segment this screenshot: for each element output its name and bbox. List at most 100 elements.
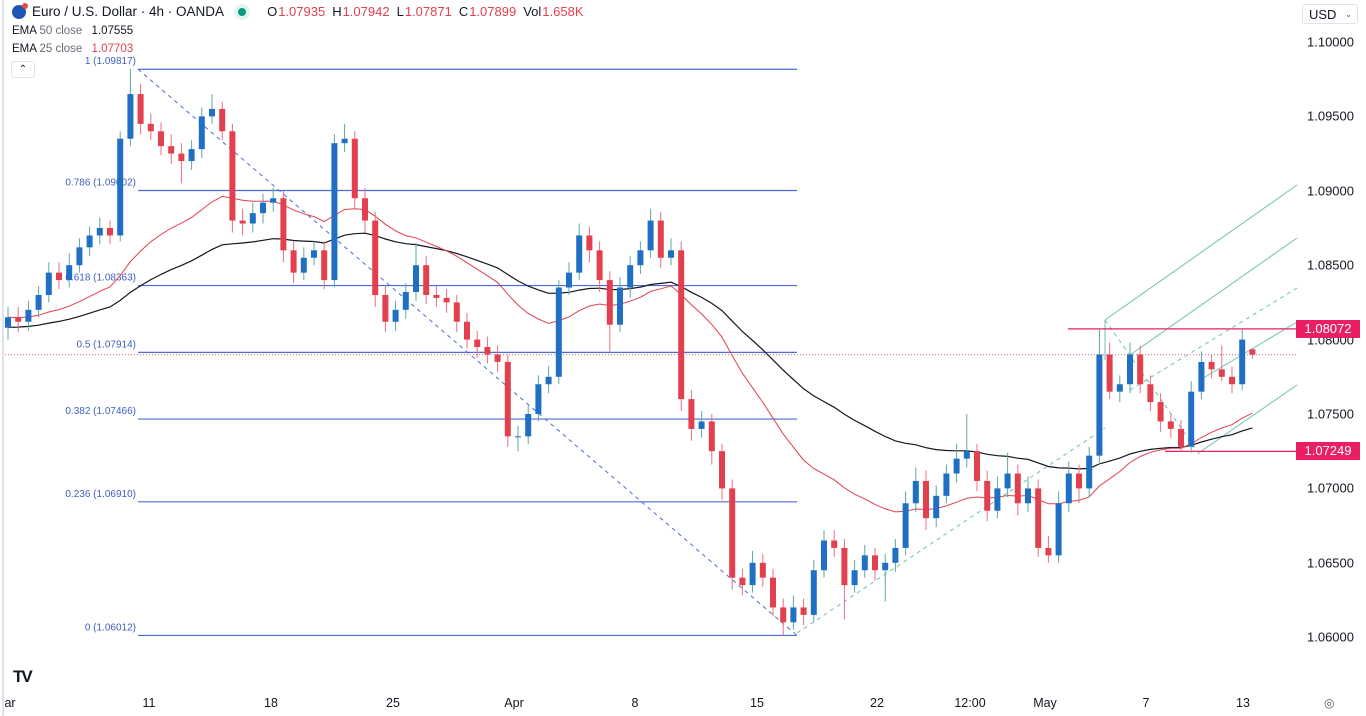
candle-body (362, 198, 368, 221)
candle-body (321, 250, 328, 281)
candle-body (1086, 455, 1093, 489)
candle-body (576, 235, 583, 273)
price-tick-label: 1.06000 (1307, 629, 1354, 645)
candle-body (147, 123, 154, 132)
price-tick-label: 1.06500 (1307, 555, 1354, 571)
candle-body (678, 250, 685, 400)
price-tick-label: 1.08500 (1307, 257, 1354, 273)
time-label: ar (4, 696, 16, 710)
candle-body (504, 361, 511, 437)
price-tick-label: 1.07000 (1307, 480, 1354, 496)
candle-body (351, 138, 358, 199)
candle-body (586, 235, 593, 251)
candle-body (1076, 473, 1082, 489)
candle-body (107, 228, 113, 236)
time-label: 11 (142, 696, 156, 710)
open-value: 1.07935 (278, 4, 326, 19)
candle-body (841, 547, 848, 586)
time-label: 18 (264, 696, 278, 710)
candle-body (668, 250, 674, 258)
time-label: Apr (504, 696, 524, 710)
candle-body (66, 265, 73, 281)
candle-body (474, 339, 481, 348)
candle-body (372, 220, 379, 295)
candle-body (280, 198, 287, 251)
candle-body (331, 143, 338, 281)
price-tick-label: 1.09500 (1307, 108, 1354, 124)
candle-body (127, 94, 134, 139)
fib-level-label: 0.618 (1.08363) (65, 273, 136, 284)
time-label: May (1033, 696, 1057, 710)
candle-body (209, 108, 215, 117)
high-value: 1.07942 (342, 4, 390, 19)
candle-body (260, 202, 266, 214)
candle-body (617, 287, 623, 325)
time-label: 22 (870, 696, 884, 710)
low-value: 1.07871 (404, 4, 452, 19)
tradingview-logo[interactable]: TV (13, 667, 33, 686)
time-label: 7 (1142, 696, 1150, 710)
candle-body (1127, 354, 1133, 385)
high-label: H (332, 4, 342, 19)
candle-body (1045, 547, 1052, 556)
candle-body (800, 607, 807, 615)
candle-body (770, 577, 776, 608)
open-label: O (267, 4, 278, 19)
candle-body (45, 272, 52, 295)
fib-level-label: 0.236 (1.06910) (65, 489, 136, 500)
ema-25-name: EMA (12, 43, 37, 55)
candle-body (35, 294, 42, 310)
collapse-legend-button[interactable]: ⌃ (11, 61, 35, 78)
symbol-title[interactable]: Euro / U.S. Dollar · 4h · OANDA (32, 4, 225, 19)
pitchfork-inner-upper-line (1129, 237, 1298, 356)
candle-body (974, 451, 980, 481)
ema-25-line (7, 195, 1253, 513)
candle-body (219, 108, 226, 132)
candle-body (1239, 339, 1246, 385)
ema-50-legend[interactable]: EMA 50 close 1.07555 (12, 25, 133, 37)
ema-25-legend[interactable]: EMA 25 close 1.07703 (12, 43, 133, 55)
candle-body (831, 540, 838, 548)
candle-body (943, 473, 950, 496)
candle-body (759, 562, 766, 578)
candle-body (1188, 391, 1195, 447)
candle-body (647, 220, 654, 251)
candle-body (535, 384, 542, 414)
candle-body (515, 436, 521, 438)
candle-body (606, 280, 613, 325)
candle-body (1167, 421, 1174, 429)
candle-body (810, 570, 817, 615)
price-tick-label: 1.10000 (1307, 34, 1354, 50)
candle-body (861, 555, 868, 571)
candle-body (963, 451, 970, 459)
candle-body (749, 562, 756, 586)
candle-body (1208, 361, 1215, 370)
candle-body (25, 309, 32, 322)
candle-body (555, 287, 562, 377)
candle-body (790, 607, 797, 623)
currency-select[interactable]: USD ⌄ (1302, 4, 1358, 24)
close-label: C (458, 4, 469, 19)
candle-body (413, 265, 419, 292)
candle-body (1147, 384, 1154, 403)
candle-body (117, 138, 124, 236)
time-label: 25 (386, 696, 400, 710)
horizontal-levels[interactable] (5, 328, 1296, 452)
ema-50-name: EMA (12, 25, 37, 37)
chart-settings-icon[interactable]: ◎ (1324, 696, 1335, 710)
candle-body (178, 153, 185, 162)
time-label: 15 (750, 696, 764, 710)
fibonacci-retracement[interactable]: 1 (1.09817) 0.786 (1.09002) 0.618 (1.08363… (65, 56, 798, 637)
candle-body (1198, 361, 1205, 392)
candle-body (637, 250, 644, 266)
low-label: L (396, 4, 404, 19)
candle-body (923, 480, 929, 519)
candle-body (484, 347, 491, 355)
candle-body (545, 376, 552, 385)
fib-level-label: 1 (1.09817) (85, 56, 136, 67)
candle-body (188, 149, 195, 162)
candle-body (392, 309, 399, 322)
price-level-label: 1.07249 (1296, 442, 1360, 461)
fib-level-label: 0.786 (1.09002) (65, 178, 136, 189)
